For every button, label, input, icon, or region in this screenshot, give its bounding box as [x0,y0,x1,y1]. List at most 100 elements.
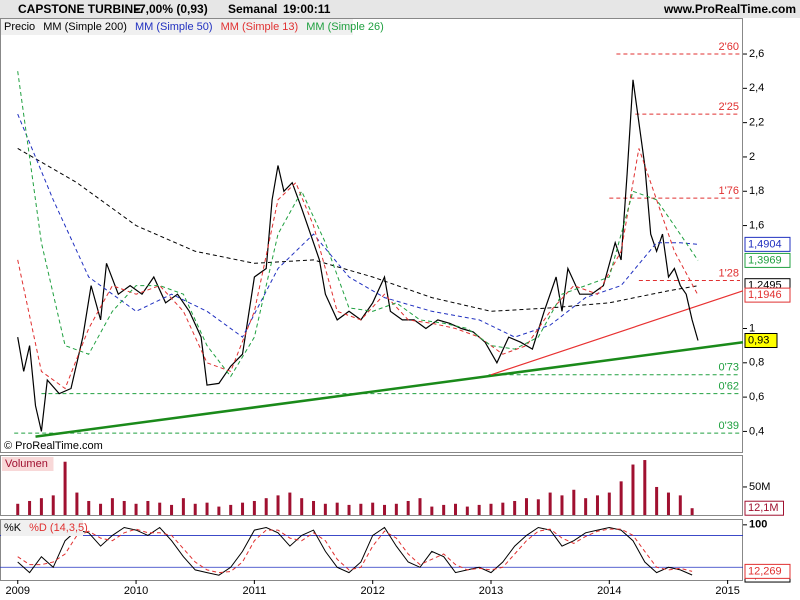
volume-bar [501,502,505,515]
volume-bar [371,502,375,515]
legend-entry: %K [4,522,22,534]
x-tick-label: 2010 [124,585,148,597]
last-value-box [744,236,791,252]
legend-entry: MM (Simple 13) [221,21,299,33]
last-value-label: 1,1946 [748,289,782,301]
volume-bar [595,495,599,515]
volume-bar [477,504,481,515]
volume-bar [312,500,316,515]
y-tick-label: 0,4 [749,425,764,437]
legend-bg [1,520,83,536]
volume-bar [241,502,245,515]
level-label: 0'62 [719,381,739,393]
y-tick-label: 1 [749,322,755,334]
level-label: 2'25 [719,101,739,113]
header-title: CAPSTONE TURBINE [18,2,141,16]
volume-bar [252,500,256,515]
volume-bar [347,504,351,515]
last-value-label: 12,269 [748,565,782,577]
volume-bar [489,503,493,515]
volume-bar [217,506,221,515]
legend-box [2,457,54,471]
volume-bar [87,500,91,515]
level-label: 0'73 [719,362,739,374]
legend-bg [1,19,353,35]
series-line [17,147,699,312]
volume-bar [99,503,103,515]
volume-bar [51,495,55,515]
volume-bar [110,498,114,515]
x-tick-label: 2011 [243,585,267,597]
volume-bar [572,489,576,515]
header-site: www.ProRealTime.com [663,2,796,16]
volume-bar [276,495,280,515]
volume-bar [619,481,623,515]
panel-title: Volumen [5,458,48,470]
last-value-box [744,287,791,303]
header-bar [0,0,800,18]
y-tick-label: 50M [749,481,770,493]
copyright: © ProRealTime.com [4,440,103,452]
y-tick-label: 100 [749,519,767,531]
header-period: Semanal [228,2,277,16]
volume-bar [323,503,327,515]
volume-bar [193,503,197,515]
series-line [17,528,693,574]
volume-bar [465,506,469,515]
volume-bar [418,498,422,515]
last-value-box [744,332,778,348]
y-tick-label: 1,6 [749,219,764,231]
legend-entry: Precio [4,21,35,33]
series-line [17,526,693,576]
volume-bar [264,498,268,515]
series-line [17,71,699,378]
volume-bar [158,502,162,515]
y-tick-label: 0,8 [749,357,764,369]
price-panel [0,18,743,453]
legend-entry: %D (14,3,5) [29,522,88,534]
volume-bar [406,500,410,515]
volume-bar [28,500,32,515]
last-value-box [744,563,791,579]
x-tick-label: 2013 [479,585,503,597]
volume-bar [584,498,588,515]
volume-bar [75,492,79,515]
last-value-box [744,252,791,268]
volume-bar [548,492,552,515]
y-tick-label: 2 [749,151,755,163]
volume-bar [229,504,233,515]
volume-panel [0,455,743,516]
volume-bar [181,498,185,515]
legend-entry: MM (Simple 50) [135,21,213,33]
stoch-panel [0,519,743,581]
volume-bar [170,504,174,515]
y-tick-label: 0,6 [749,391,764,403]
volume-bar [690,508,694,515]
series-line [17,148,699,390]
y-tick-label: 1,8 [749,185,764,197]
volume-bar [146,500,150,515]
volume-bar [607,492,611,515]
volume-bar [122,500,126,515]
y-tick-label: 2,6 [749,48,764,60]
volume-bar [335,502,339,515]
trend-line [490,290,744,376]
level-label: 1'76 [719,185,739,197]
volume-bar [643,460,647,515]
volume-bar [300,498,304,515]
last-value-label: 1,4904 [748,238,782,250]
volume-bar [655,486,659,515]
series-line [17,79,699,432]
volume-bar [536,499,540,515]
volume-bar [39,498,43,515]
series-line [17,113,699,338]
volume-bar [63,461,67,515]
volume-bar [560,495,564,515]
header-time: 19:00:11 [283,2,331,16]
volume-bar [383,504,387,515]
last-value-label: 1,3969 [748,254,782,266]
volume-bar [205,502,209,515]
volume-bar [678,495,682,515]
